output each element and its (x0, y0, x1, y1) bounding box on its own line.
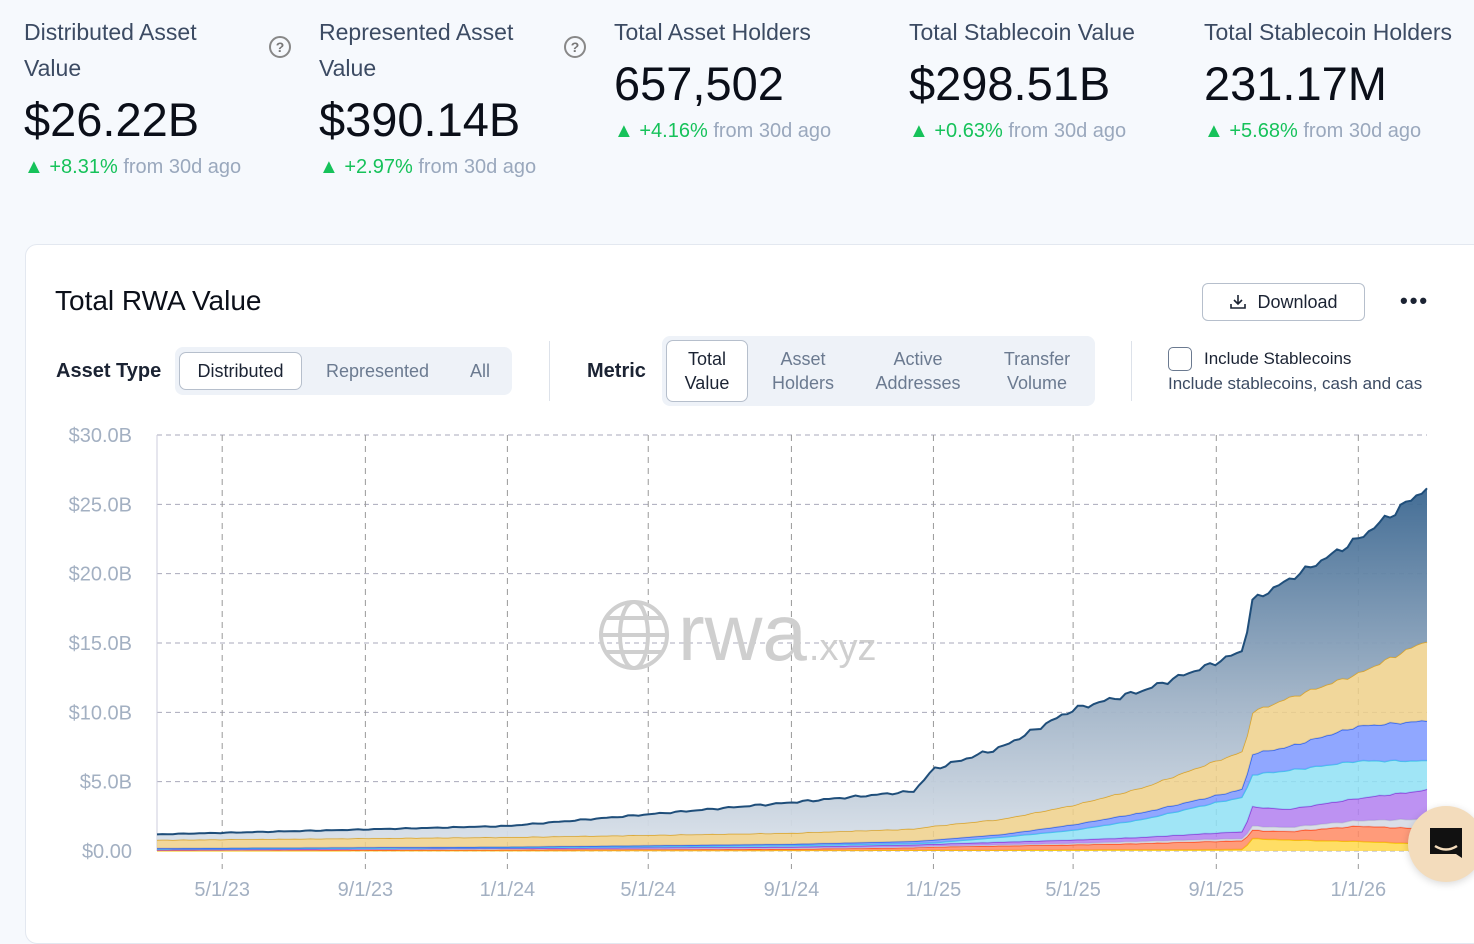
stat-change: ▲ +4.16% from 30d ago (614, 120, 894, 143)
metric-label-line: Active (893, 349, 943, 369)
stat-label: Total Stablecoin Holders (1204, 19, 1453, 45)
area-series-line (156, 487, 1428, 836)
watermark: rwa.xyz (599, 588, 876, 677)
chat-icon (1430, 828, 1462, 858)
asset-type-selector: Distributed Represented All (175, 347, 512, 395)
metric-selector: Total Value Asset Holders Active Addresses … (662, 336, 1095, 406)
stat-change-percent: +0.63% (934, 120, 1003, 142)
include-stablecoins-checkbox[interactable] (1168, 347, 1192, 371)
stat-value: $298.51B (909, 57, 1111, 110)
stat-label: Total Stablecoin Value (909, 19, 1135, 45)
stat-card: Total Stablecoin Value $298.51B ▲ +0.63%… (909, 14, 1189, 143)
metric-asset-holders[interactable]: Asset Holders (758, 340, 848, 402)
up-arrow-icon: ▲ (319, 156, 345, 178)
area-series (157, 488, 1427, 840)
globe-icon (599, 600, 669, 670)
stat-change-suffix: from 30d ago (1008, 120, 1127, 142)
stat-change-percent: +2.97% (344, 156, 413, 178)
metric-label-line: Value (684, 373, 730, 393)
stat-change-suffix: from 30d ago (1303, 120, 1422, 142)
stat-change: ▲ +5.68% from 30d ago (1204, 120, 1474, 143)
y-tick-label: $0.00 (82, 841, 132, 863)
watermark-text: rwa.xyz (678, 588, 876, 677)
metric-label-line: Total (687, 349, 727, 369)
metric-total-value[interactable]: Total Value (666, 340, 748, 402)
y-tick-label: $10.0B (69, 702, 132, 724)
stat-value: $390.14B (319, 93, 521, 146)
download-label: Download (1257, 291, 1338, 312)
x-tick-label: 1/1/25 (906, 879, 962, 901)
up-arrow-icon: ▲ (614, 120, 640, 142)
stat-change-percent: +5.68% (1229, 120, 1298, 142)
metric-label-line: Holders (771, 373, 835, 393)
stat-change-percent: +8.31% (49, 156, 118, 178)
divider (549, 341, 550, 401)
area-series (157, 760, 1427, 850)
help-icon[interactable]: ? (564, 36, 586, 58)
y-tick-label: $25.0B (69, 494, 132, 516)
up-arrow-icon: ▲ (1204, 120, 1230, 142)
metric-label-line: Volume (1006, 373, 1068, 393)
stat-card: Total Asset Holders 657,502 ▲ +4.16% fro… (614, 14, 894, 143)
x-tick-label: 9/1/23 (338, 879, 394, 901)
x-tick-label: 1/1/26 (1331, 879, 1387, 901)
asset-type-distributed[interactable]: Distributed (179, 352, 302, 390)
stat-change: ▲ +8.31% from 30d ago (24, 156, 304, 179)
metric-transfer-volume[interactable]: Transfer Volume (984, 340, 1090, 402)
stat-value: 657,502 (614, 57, 784, 110)
x-tick-label: 9/1/24 (764, 879, 820, 901)
chat-launcher-button[interactable] (1408, 806, 1474, 882)
y-tick-label: $30.0B (69, 425, 132, 447)
include-stablecoins-label[interactable]: Include Stablecoins (1204, 349, 1352, 368)
metric-label: Metric (587, 360, 646, 382)
asset-type-represented[interactable]: Represented (325, 361, 430, 381)
area-series (157, 838, 1427, 851)
up-arrow-icon: ▲ (24, 156, 50, 178)
x-tick-label: 5/1/24 (620, 879, 676, 901)
metric-label-line: Transfer (1003, 349, 1071, 369)
stat-value: 231.17M (1204, 57, 1387, 110)
download-button[interactable]: Download (1202, 283, 1365, 321)
stat-card: Represented Asset Value $390.14B ▲ +2.97… (319, 14, 599, 179)
metric-label-line: Asset (780, 349, 826, 369)
stat-label: Represented Asset Value (319, 19, 514, 81)
include-stablecoins-description: Include stablecoins, cash and cas (1168, 374, 1423, 393)
x-tick-label: 1/1/24 (480, 879, 536, 901)
stat-change-suffix: from 30d ago (418, 156, 537, 178)
more-options-icon[interactable]: ••• (1400, 288, 1430, 313)
stat-label: Total Asset Holders (614, 19, 811, 45)
divider (1131, 341, 1132, 401)
stat-change-percent: +4.16% (639, 120, 708, 142)
stat-change: ▲ +0.63% from 30d ago (909, 120, 1189, 143)
x-tick-label: 5/1/25 (1045, 879, 1101, 901)
stat-change-suffix: from 30d ago (713, 120, 832, 142)
stat-change: ▲ +2.97% from 30d ago (319, 156, 599, 179)
metric-label-line: Addresses (875, 373, 961, 393)
y-tick-label: $5.0B (80, 772, 132, 794)
y-tick-label: $15.0B (69, 633, 132, 655)
asset-type-label: Asset Type (56, 360, 162, 382)
stat-value: $26.22B (24, 93, 200, 146)
help-icon[interactable]: ? (269, 36, 291, 58)
metric-active-addresses[interactable]: Active Addresses (862, 340, 974, 402)
chart-title: Total RWA Value (55, 285, 262, 316)
rwa-value-chart: rwa.xyz $0.00 $5.0B $10.0B $15.0B $20.0B $25.… (69, 425, 1428, 901)
stat-change-suffix: from 30d ago (123, 156, 242, 178)
x-tick-label: 5/1/23 (194, 879, 250, 901)
stat-label: Distributed Asset Value (24, 19, 197, 81)
up-arrow-icon: ▲ (909, 120, 935, 142)
download-icon (1230, 295, 1247, 309)
stat-card: Distributed Asset Value $26.22B ▲ +8.31%… (24, 14, 304, 179)
y-tick-label: $20.0B (69, 564, 132, 586)
x-tick-label: 9/1/25 (1188, 879, 1244, 901)
stat-card: Total Stablecoin Holders 231.17M ▲ +5.68… (1204, 14, 1474, 143)
asset-type-all[interactable]: All (469, 361, 490, 381)
